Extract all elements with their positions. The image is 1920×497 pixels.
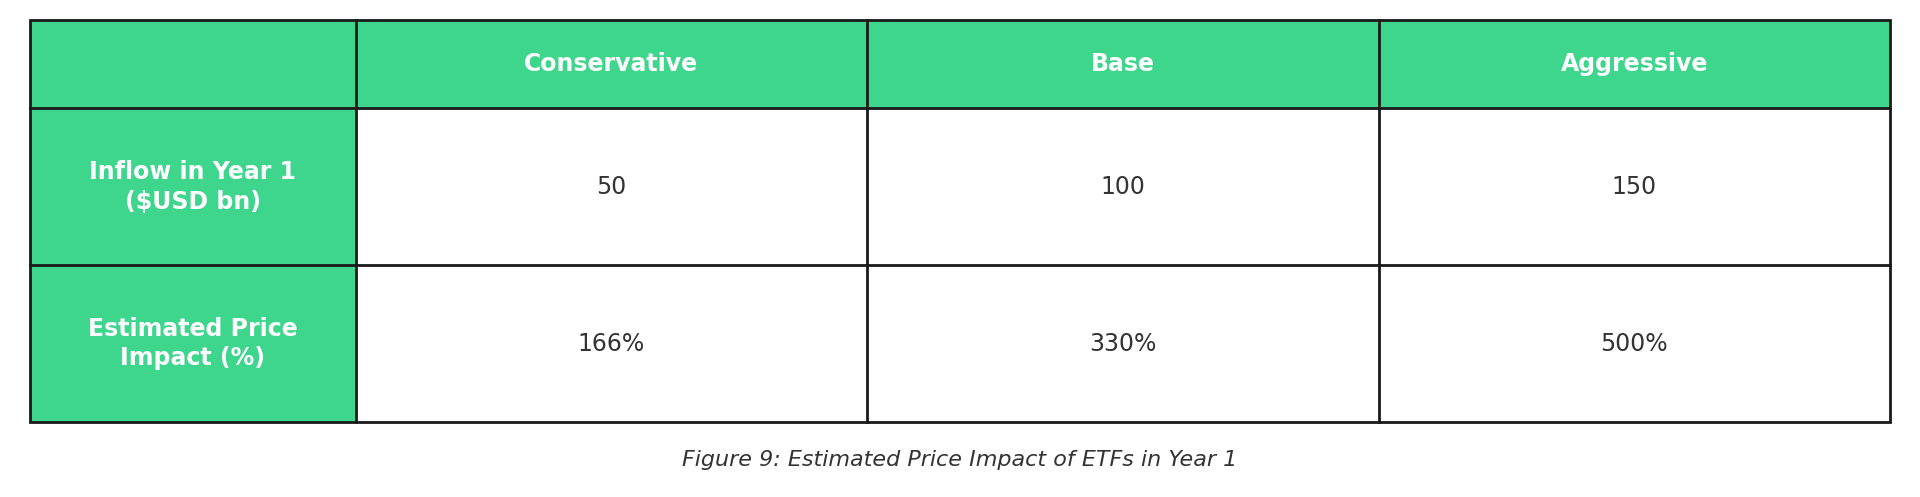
Text: Aggressive: Aggressive: [1561, 52, 1709, 76]
Text: 150: 150: [1611, 175, 1657, 199]
Bar: [355, 108, 868, 265]
Bar: [31, 265, 355, 422]
Bar: [868, 265, 1379, 422]
Bar: [31, 20, 355, 108]
Bar: [31, 20, 1889, 422]
Bar: [1379, 20, 1889, 108]
Text: 500%: 500%: [1601, 331, 1668, 356]
Bar: [355, 20, 868, 108]
Bar: [868, 20, 1379, 108]
Text: Inflow in Year 1
($USD bn): Inflow in Year 1 ($USD bn): [88, 160, 296, 214]
Bar: [31, 108, 355, 265]
Text: 330%: 330%: [1089, 331, 1156, 356]
Bar: [868, 108, 1379, 265]
Text: 100: 100: [1100, 175, 1144, 199]
Bar: [1379, 265, 1889, 422]
Text: Base: Base: [1091, 52, 1154, 76]
Bar: [1379, 108, 1889, 265]
Bar: [355, 265, 868, 422]
Text: Conservative: Conservative: [524, 52, 699, 76]
Text: 50: 50: [595, 175, 626, 199]
Text: Figure 9: Estimated Price Impact of ETFs in Year 1: Figure 9: Estimated Price Impact of ETFs…: [682, 449, 1238, 470]
Text: 166%: 166%: [578, 331, 645, 356]
Text: Estimated Price
Impact (%): Estimated Price Impact (%): [88, 317, 298, 370]
